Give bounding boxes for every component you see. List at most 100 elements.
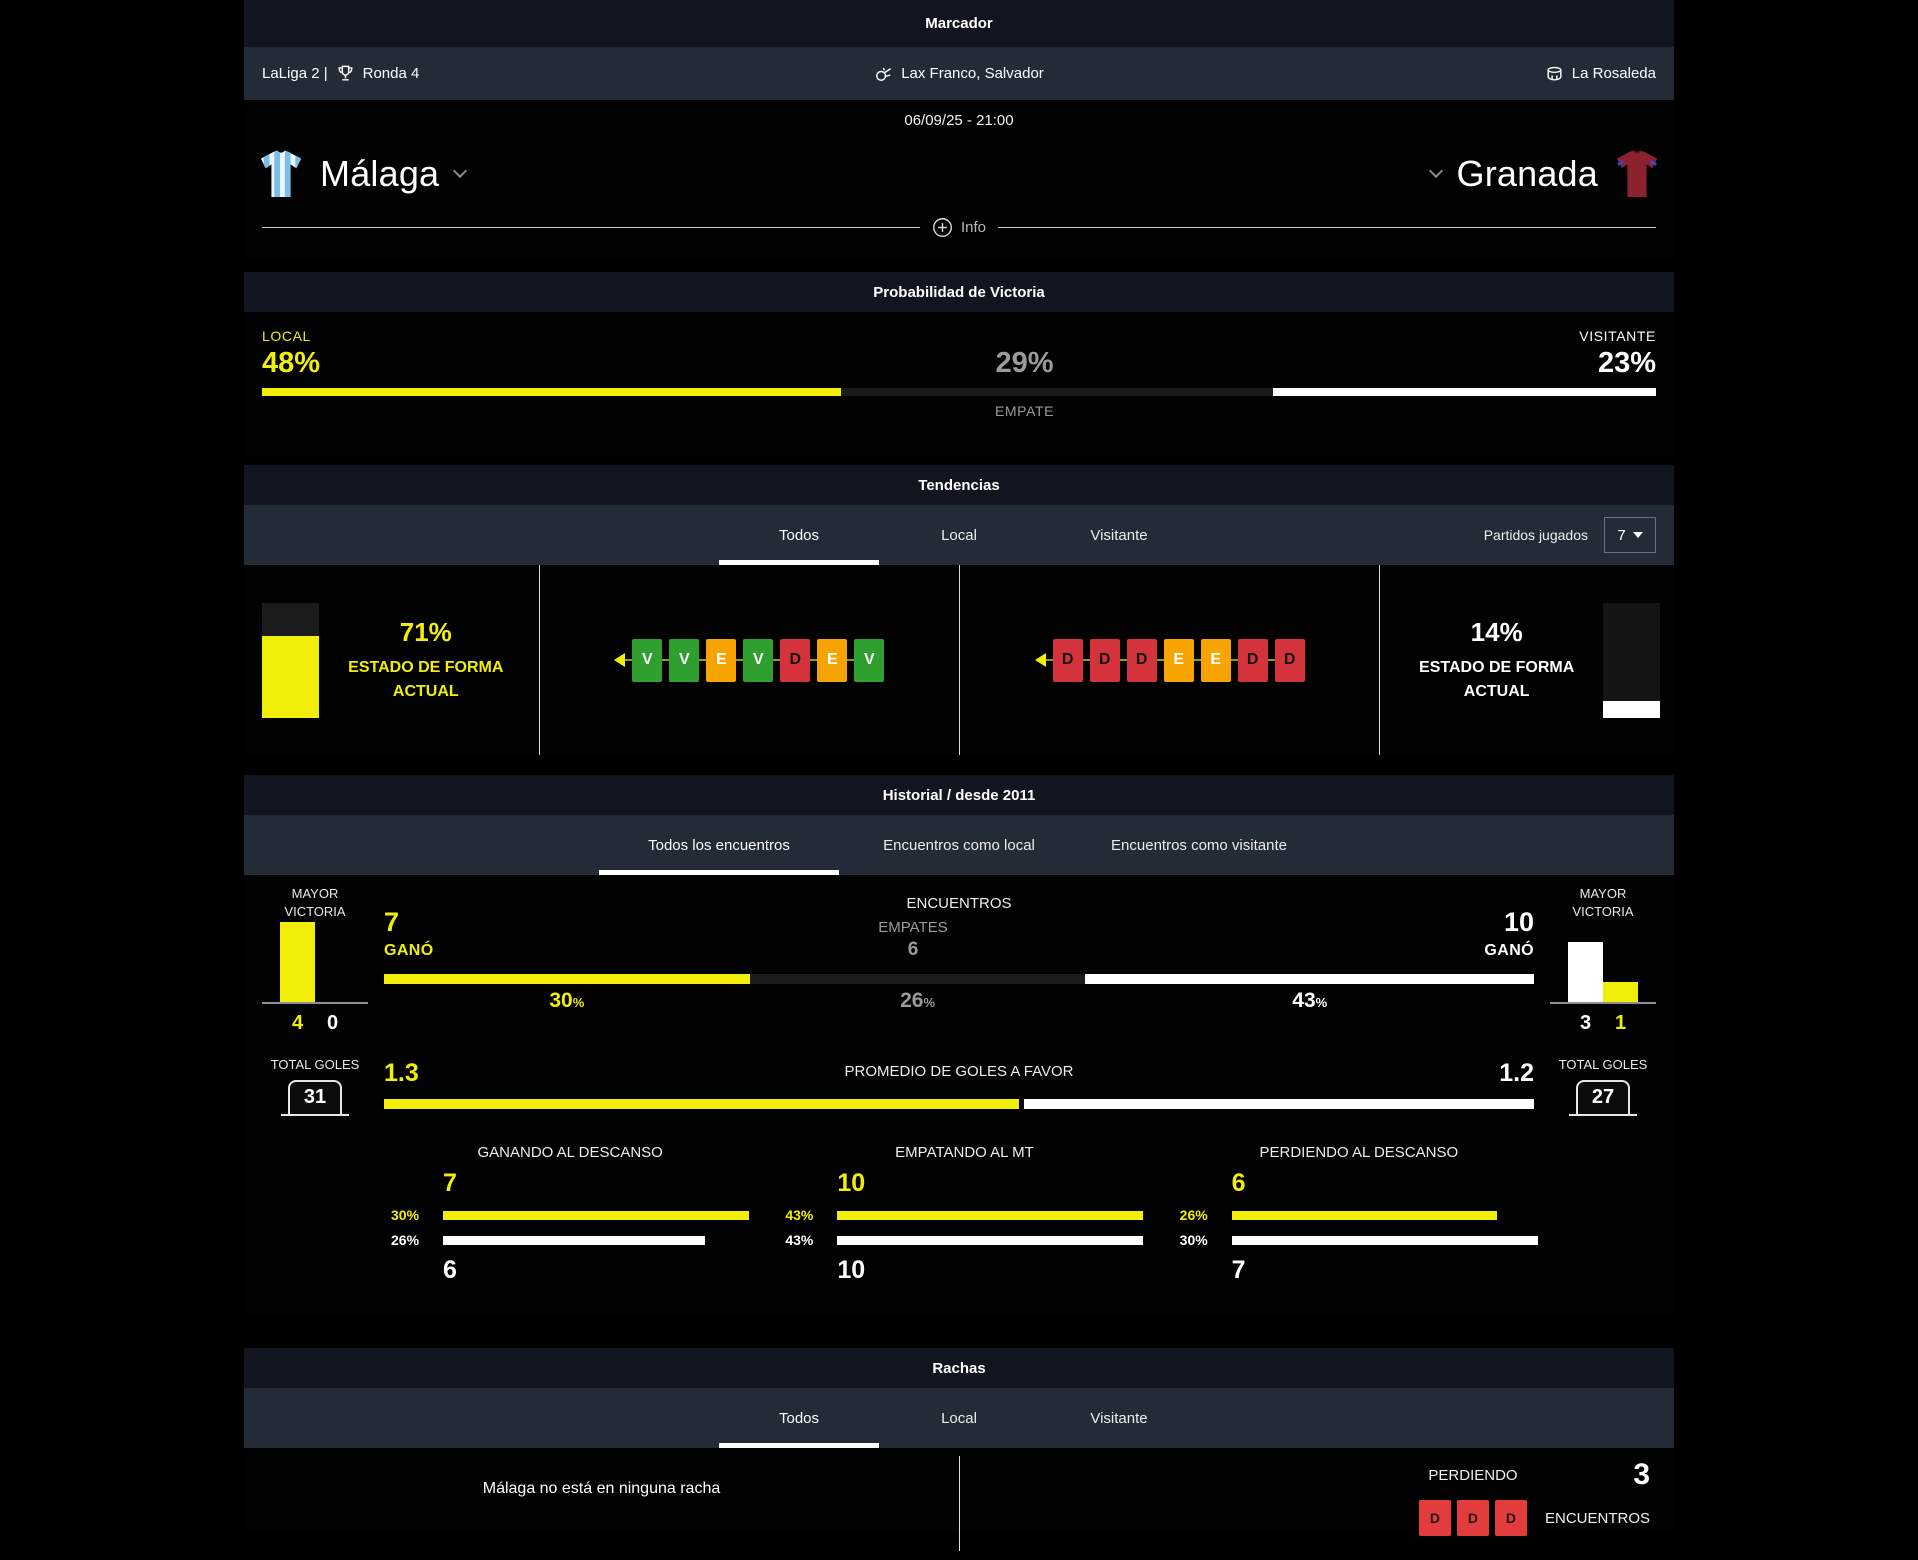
- info-button[interactable]: Info: [920, 217, 998, 238]
- historial-header: Historial / desde 2011: [244, 775, 1674, 815]
- match-datetime: 06/09/25 - 21:00: [904, 112, 1014, 129]
- result-box: D: [1456, 1500, 1489, 1536]
- home-wins-segment: [384, 974, 750, 984]
- tab-local[interactable]: Local: [941, 1409, 977, 1427]
- caret-down-icon: [1632, 532, 1643, 538]
- app-container: Marcador LaLiga 2 | Ronda 4 Lax Franco, …: [244, 0, 1674, 1551]
- tab-local[interactable]: Local: [941, 526, 977, 544]
- empate-label: EMPATE: [994, 403, 1055, 419]
- halftime-home-count: 7: [443, 1169, 457, 1197]
- encounters-block: ENCUENTROS 7 GANÓ EMPATES 6 10 GANÓ: [384, 881, 1534, 1043]
- home-biggest-win-against: 0: [326, 1012, 339, 1035]
- halftime-away-pct: 43%: [785, 1232, 814, 1248]
- tendencias-title: Tendencias: [918, 476, 1000, 494]
- rival-goals-bar: [1603, 982, 1638, 1003]
- halftime-away-count: 7: [1231, 1256, 1246, 1284]
- halftime-home-count: 10: [837, 1169, 866, 1197]
- victoria-label: VICTORIA: [1572, 903, 1634, 919]
- away-form-label2: ACTUAL: [1463, 682, 1530, 700]
- result-box: V: [632, 638, 663, 682]
- partidos-jugados-select[interactable]: 7: [1604, 517, 1656, 553]
- arrow-left-icon: [1034, 653, 1046, 667]
- home-streak: Málaga no está en ninguna racha: [244, 1448, 959, 1530]
- whistle-icon: [874, 64, 893, 83]
- tab-encuentros-visitante[interactable]: Encuentros como visitante: [1111, 836, 1287, 854]
- result-box: E: [817, 638, 848, 682]
- home-jersey-icon: [260, 150, 302, 197]
- mayor-label: MAYOR: [1579, 886, 1627, 901]
- divider-line: [959, 1456, 960, 1551]
- home-biggest-win-bars: [262, 922, 368, 1005]
- result-box: D: [1089, 638, 1120, 682]
- result-box: D: [1274, 638, 1305, 682]
- home-total-goals-value: 31: [280, 1080, 350, 1116]
- divider-line: [998, 227, 1656, 228]
- home-win-pct: 30%: [549, 989, 585, 1012]
- home-team[interactable]: Málaga: [258, 148, 468, 200]
- tendencias-body: 71% ESTADO DE FORMA ACTUAL V V E V D E V…: [244, 565, 1674, 755]
- result-box: E: [1163, 638, 1194, 682]
- mayor-label: MAYOR: [291, 886, 339, 901]
- away-team-chevron-icon[interactable]: [1428, 163, 1443, 179]
- away-biggest-win-for: 3: [1579, 1012, 1592, 1035]
- draws-segment: [749, 974, 1086, 984]
- tab-todos-encuentros[interactable]: Todos los encuentros: [648, 836, 790, 854]
- halftime-away-count: 10: [837, 1256, 866, 1284]
- away-biggest-win-bars: [1550, 922, 1656, 1005]
- result-box: V: [854, 638, 885, 682]
- home-form-label2: ACTUAL: [392, 682, 459, 700]
- league-label: LaLiga 2 |: [262, 65, 328, 82]
- tab-visitante[interactable]: Visitante: [1090, 1409, 1148, 1427]
- home-form-gauge-fill: [262, 635, 319, 718]
- away-total-goals-value: 27: [1568, 1080, 1638, 1116]
- away-total-goals: TOTAL GOLES 27: [1550, 1057, 1656, 1116]
- tab-todos[interactable]: Todos: [778, 1409, 820, 1427]
- draw-pct: 29%: [995, 347, 1054, 379]
- rachas-title: Rachas: [932, 1359, 986, 1377]
- halftime-home-count: 6: [1231, 1169, 1246, 1197]
- active-tab-underline: [719, 1443, 879, 1448]
- halftime-away-pct: 30%: [1179, 1232, 1208, 1248]
- halftime-home-bar: [837, 1210, 1144, 1220]
- away-wins-count: 10: [1503, 907, 1534, 937]
- home-gano-label: GANÓ: [384, 942, 434, 959]
- halftime-empatando: EMPATANDO AL MT 10 43% 43% 10: [785, 1144, 1144, 1285]
- victoria-label: VICTORIA: [284, 903, 346, 919]
- halftime-home-pct: 30%: [391, 1207, 420, 1223]
- away-gano-label: GANÓ: [1484, 942, 1534, 959]
- halftime-away-count: 6: [443, 1256, 457, 1284]
- tendencias-tabs: Todos Local Visitante Partidos jugados 7: [244, 505, 1674, 565]
- result-box: D: [1126, 638, 1157, 682]
- home-form-pct: 71%: [399, 617, 452, 648]
- draw-pct-label: 26%: [900, 989, 936, 1012]
- tab-encuentros-local[interactable]: Encuentros como local: [883, 836, 1035, 854]
- result-box: V: [669, 638, 700, 682]
- probability-title: Probabilidad de Victoria: [873, 283, 1045, 301]
- home-streak-text: Málaga no está en ninguna racha: [482, 1480, 721, 1497]
- divider-line: [262, 227, 920, 228]
- active-tab-underline: [719, 560, 879, 565]
- total-goles-label: TOTAL GOLES: [270, 1057, 360, 1072]
- match-header: 06/09/25 - 21:00 Málaga: [244, 100, 1674, 260]
- rachas-header: Rachas: [244, 1348, 1674, 1388]
- away-biggest-win-against: 1: [1614, 1012, 1627, 1035]
- rachas-body: Málaga no está en ninguna racha PERDIEND…: [244, 1448, 1674, 1551]
- info-row: Info: [244, 217, 1674, 238]
- referee-name: Lax Franco, Salvador: [901, 65, 1044, 82]
- away-streak-unit: ENCUENTROS: [1544, 1509, 1650, 1527]
- away-form-gauge-fill: [1602, 701, 1660, 718]
- home-wins-count: 7: [384, 907, 400, 937]
- halftime-home-pct: 26%: [1179, 1207, 1208, 1223]
- tab-todos[interactable]: Todos: [778, 526, 820, 544]
- away-team[interactable]: Granada: [1428, 148, 1661, 200]
- halftime-home-bar: [443, 1210, 749, 1220]
- match-meta-bar: LaLiga 2 | Ronda 4 Lax Franco, Salvador …: [244, 47, 1674, 100]
- away-biggest-win-chart: MAYOR VICTORIA 3 1: [1550, 881, 1656, 1043]
- tab-visitante[interactable]: Visitante: [1090, 526, 1148, 544]
- away-streak-count: 3: [1633, 1458, 1650, 1491]
- away-jersey-icon: [1616, 149, 1658, 197]
- home-team-chevron-icon[interactable]: [453, 163, 468, 179]
- home-recent-results: V V E V D E V: [538, 565, 959, 755]
- promedio-block: 1.3 PROMEDIO DE GOLES A FAVOR 1.2: [384, 1057, 1534, 1109]
- circle-plus-icon: [932, 217, 953, 238]
